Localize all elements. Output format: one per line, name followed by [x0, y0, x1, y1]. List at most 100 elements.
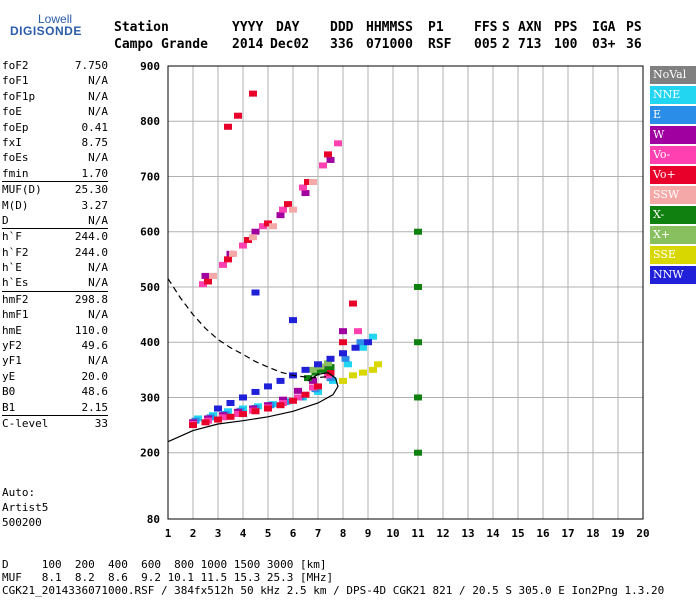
param-value: 244.0 — [74, 245, 108, 259]
param-row: yF1 N/A — [2, 353, 108, 368]
header-label-4: HHMMSS — [366, 20, 413, 35]
data-point — [301, 366, 310, 373]
data-point — [349, 372, 357, 379]
distance-row: D 100 200 400 600 800 1000 1500 3000 [km… — [2, 558, 327, 571]
data-point — [369, 366, 377, 373]
data-point — [339, 377, 347, 384]
param-row: foF1 N/A — [2, 73, 108, 88]
param-value: N/A — [88, 261, 108, 275]
y-tick-label: 400 — [140, 336, 160, 349]
legend-vo: Vo- — [650, 146, 696, 164]
x-tick-label: 8 — [340, 527, 347, 540]
data-point — [224, 123, 232, 130]
y-tick-label: 900 — [140, 60, 160, 73]
param-name: B1 — [2, 400, 16, 414]
data-point — [299, 184, 307, 191]
x-tick-label: 4 — [240, 527, 247, 540]
param-row: fxI 8.75 — [2, 135, 108, 150]
param-value: 25.30 — [74, 183, 108, 197]
data-point — [309, 384, 317, 391]
header-label-11: PS — [626, 20, 642, 35]
legend-e: E — [650, 106, 696, 124]
profile-solid-line — [167, 371, 339, 443]
y-tick-label: 80 — [147, 513, 160, 526]
data-point — [339, 339, 347, 346]
param-name: yF1 — [2, 354, 22, 368]
data-point — [201, 419, 210, 426]
data-point — [374, 361, 382, 368]
param-name: foF2 — [2, 59, 29, 72]
data-point — [279, 396, 287, 403]
param-name: h`F — [2, 230, 22, 244]
param-value: N/A — [88, 308, 108, 322]
header-value-1: 2014 — [232, 37, 264, 52]
param-name: foE — [2, 105, 22, 119]
data-point — [251, 289, 260, 296]
header-value-2: Dec02 — [270, 37, 310, 52]
data-point — [251, 408, 260, 415]
data-point — [209, 272, 217, 279]
auto-label: Auto: — [2, 486, 36, 499]
data-point — [269, 223, 277, 230]
data-point — [251, 388, 260, 395]
data-point — [276, 377, 285, 384]
param-value: N/A — [88, 213, 108, 227]
data-point — [289, 206, 297, 213]
param-value: 20.0 — [81, 369, 109, 383]
header-value-5: RSF — [428, 37, 452, 52]
header-label-8: AXN — [518, 20, 542, 35]
legend-vo: Vo+ — [650, 166, 696, 184]
data-point — [304, 375, 312, 382]
param-name: h`F2 — [2, 245, 29, 259]
data-point — [264, 383, 272, 390]
y-tick-label: 800 — [140, 115, 160, 128]
header-value-0: Campo Grande — [114, 37, 208, 52]
param-value: 244.0 — [74, 230, 108, 244]
x-tick-label: 18 — [586, 527, 599, 540]
parameter-table: foF2 7.750 foF1 N/A foF1p N/A foE N/A foEp 0.41 fx… — [2, 58, 108, 431]
x-tick-label: 20 — [636, 527, 649, 540]
series-ssw — [209, 179, 317, 279]
param-name: fxI — [2, 135, 22, 149]
data-point — [356, 339, 365, 346]
logo-lowell: Lowell — [38, 12, 73, 26]
header-label-1: YYYY — [232, 20, 264, 35]
param-row: h`F2 244.0 — [2, 245, 108, 260]
param-value: N/A — [88, 105, 108, 119]
param-row: foEs N/A — [2, 150, 108, 165]
x-tick-label: 2 — [190, 527, 197, 540]
param-row: hmE 110.0 — [2, 323, 108, 338]
param-value: N/A — [88, 354, 108, 368]
data-point — [341, 355, 350, 362]
legend-w: W — [650, 126, 696, 144]
data-point — [214, 405, 222, 412]
header-value-9: 100 — [554, 37, 578, 52]
x-tick-label: 16 — [536, 527, 550, 540]
param-value: N/A — [88, 89, 108, 103]
data-point — [219, 261, 227, 268]
header-label-6: FFS — [474, 20, 498, 35]
param-name: M(D) — [2, 198, 29, 212]
param-row: h`E N/A — [2, 260, 108, 275]
data-point — [229, 250, 237, 257]
header-value-6: 005 — [474, 37, 498, 52]
data-point — [199, 281, 207, 288]
param-value: N/A — [88, 151, 108, 165]
data-point — [239, 411, 247, 418]
data-point — [279, 206, 287, 213]
x-tick-label: 17 — [561, 527, 574, 540]
x-tick-label: 6 — [290, 527, 297, 540]
x-tick-label: 11 — [411, 527, 425, 540]
data-point — [414, 394, 422, 401]
data-point — [309, 366, 317, 373]
data-point — [309, 377, 317, 384]
data-point — [304, 179, 312, 186]
param-name: hmF1 — [2, 308, 29, 322]
data-point — [226, 399, 235, 406]
logo-digisonde: DIGISONDE — [10, 24, 82, 38]
data-point — [239, 242, 247, 249]
series-vo — [189, 140, 362, 427]
legend-noval: NoVal — [650, 66, 696, 84]
y-tick-label: 700 — [140, 170, 160, 183]
data-point — [189, 422, 197, 429]
